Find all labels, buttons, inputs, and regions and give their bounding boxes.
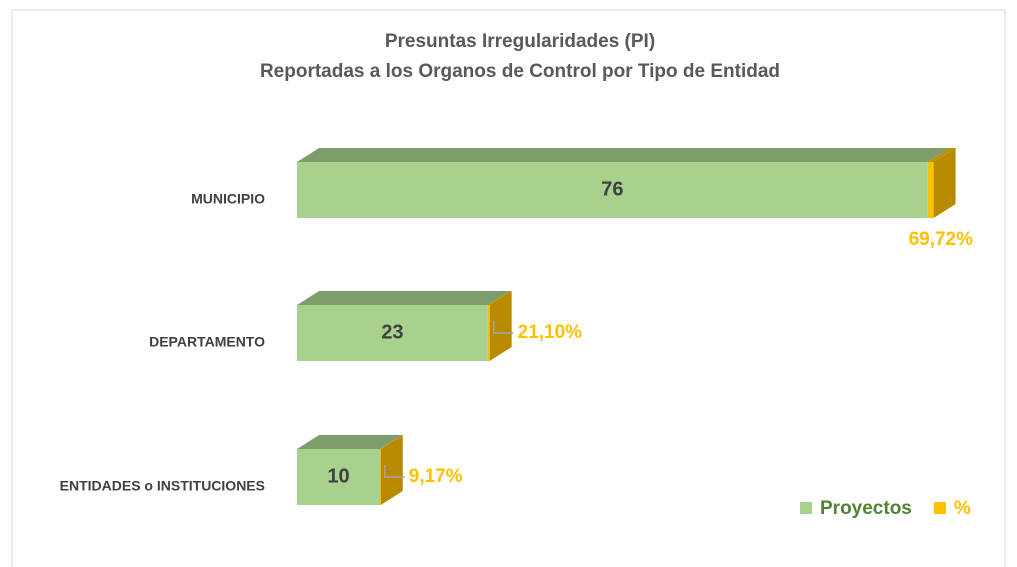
leader-line xyxy=(492,321,514,334)
data-label: 69,72% xyxy=(909,229,974,250)
y-tick-label: MUNICIPIO xyxy=(191,191,265,207)
bar-side xyxy=(380,435,403,505)
chart-frame xyxy=(11,9,1006,567)
chart-subtitle: Reportadas a los Organos de Control por … xyxy=(260,61,780,82)
bar xyxy=(297,449,380,505)
leader-line xyxy=(384,465,405,478)
bar-top xyxy=(297,435,402,449)
bar-side xyxy=(489,291,512,361)
legend-label: % xyxy=(954,498,971,519)
y-tick-label: ENTIDADES o INSTITUCIONES xyxy=(60,478,265,494)
bar-top xyxy=(487,291,512,305)
bar-top xyxy=(297,148,950,162)
bar xyxy=(297,305,488,361)
bar xyxy=(380,449,381,505)
legend-swatch xyxy=(933,502,946,514)
bar xyxy=(297,162,928,218)
bar-top xyxy=(297,291,510,305)
bar xyxy=(487,305,490,361)
data-label: 10 xyxy=(327,465,349,487)
y-tick-label: DEPARTAMENTO xyxy=(149,334,265,350)
data-label: 23 xyxy=(381,321,403,343)
data-label: 21,10% xyxy=(518,322,583,343)
bar-side xyxy=(933,148,956,218)
legend-swatch xyxy=(800,502,812,514)
bar-top xyxy=(380,435,403,449)
data-label: 76 xyxy=(601,178,623,200)
data-label: 9,17% xyxy=(409,466,463,487)
legend-label: Proyectos xyxy=(820,498,912,519)
bar xyxy=(927,162,934,218)
bar-top xyxy=(927,148,956,162)
chart-title: Presuntas Irregularidades (PI) xyxy=(385,31,655,52)
